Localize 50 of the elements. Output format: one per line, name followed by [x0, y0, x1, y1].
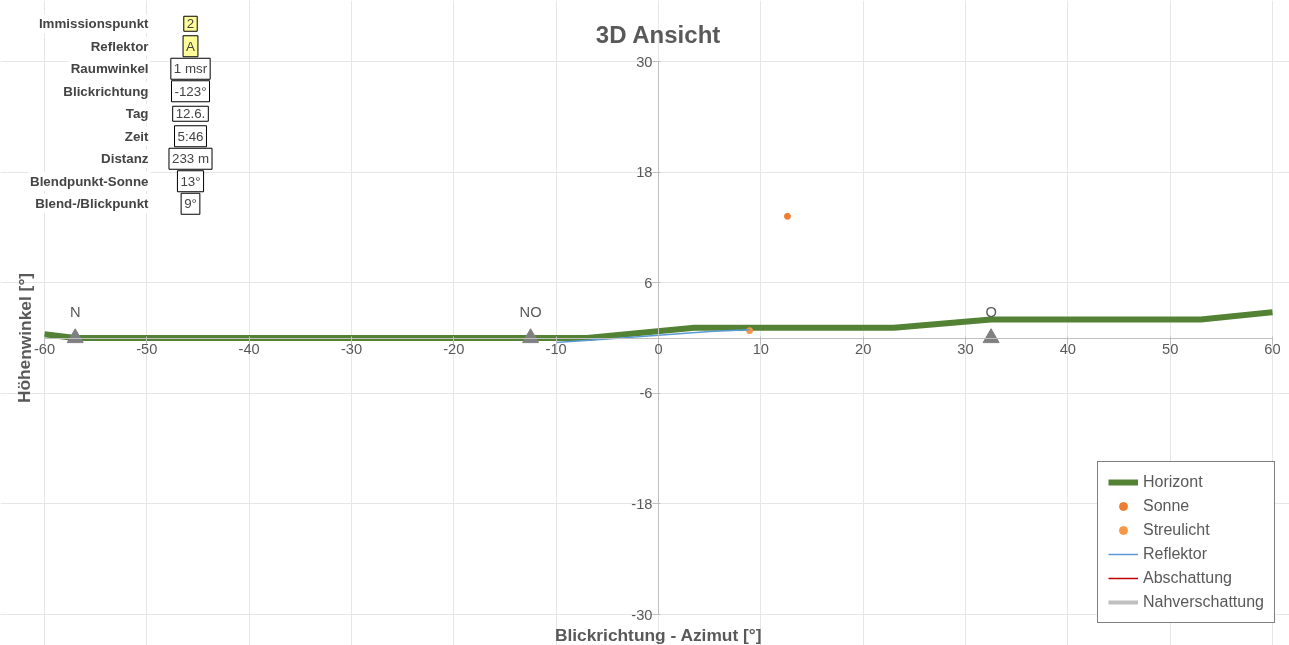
legend-label: Nahverschattung: [1143, 593, 1264, 611]
legend-label: Horizont: [1143, 473, 1203, 491]
x-tick-label: -30: [340, 341, 363, 357]
y-tick-label: -30: [631, 606, 653, 623]
x-tick-label: -60: [33, 341, 56, 357]
text: A: [186, 38, 196, 54]
line-series: [555, 328, 751, 344]
annotation: Blendpunkt-Sonne: [30, 173, 149, 189]
annotation: 5:46: [177, 128, 204, 144]
legend-label: Reflektor: [1143, 545, 1208, 563]
x-axis-title: Blickrichtung - Azimut [°]: [554, 624, 762, 645]
x-tick-label: 50: [1162, 341, 1179, 357]
annotation: -123°: [174, 83, 207, 99]
annotation: 12.6.: [175, 106, 206, 122]
y-tick-label: 6: [644, 274, 653, 291]
text: 2: [186, 16, 195, 32]
annotation: NO: [519, 304, 542, 320]
annotation: O: [985, 304, 997, 320]
annotation: 1 msr: [173, 61, 208, 77]
y-axis-title: Höhenwinkel [°]: [14, 272, 35, 404]
x-tick-label: 60: [1264, 341, 1281, 357]
x-tick-label: -20: [443, 341, 465, 357]
x-tick-label: -40: [238, 341, 260, 357]
annotation: Blend-/Blickpunkt: [35, 196, 150, 212]
x-tick-label: -10: [545, 341, 567, 357]
text: Reflektor: [90, 38, 149, 54]
annotation: Raumwinkel: [70, 61, 149, 77]
x-tick-label: 30: [957, 341, 974, 357]
annotation: Distanz: [101, 151, 149, 167]
y-tick-label: 18: [636, 164, 653, 181]
legend-label: Sonne: [1143, 497, 1190, 515]
chart-title: 3D Ansicht: [595, 21, 721, 48]
y-tick-label: -6: [639, 385, 653, 402]
annotation: 9°: [184, 196, 197, 212]
y-tick-label: 30: [636, 53, 653, 70]
x-tick-label: 10: [752, 341, 769, 357]
x-tick-label: 20: [855, 341, 872, 357]
annotation: Zeit: [124, 128, 150, 144]
y-tick-label: -18: [631, 495, 653, 512]
x-tick-label: 0: [654, 341, 663, 357]
x-tick-label: 40: [1059, 341, 1076, 357]
x-tick-label: -50: [136, 341, 158, 357]
annotation: 13°: [180, 173, 201, 189]
annotation: N: [69, 304, 81, 320]
legend-label: Abschattung: [1143, 569, 1232, 587]
text: Immissionspunkt: [38, 16, 150, 32]
legend-label: Streulicht: [1143, 521, 1210, 539]
annotation: Tag: [125, 106, 149, 122]
annotation: Blickrichtung: [63, 83, 149, 99]
annotation: 233 m: [171, 151, 210, 167]
